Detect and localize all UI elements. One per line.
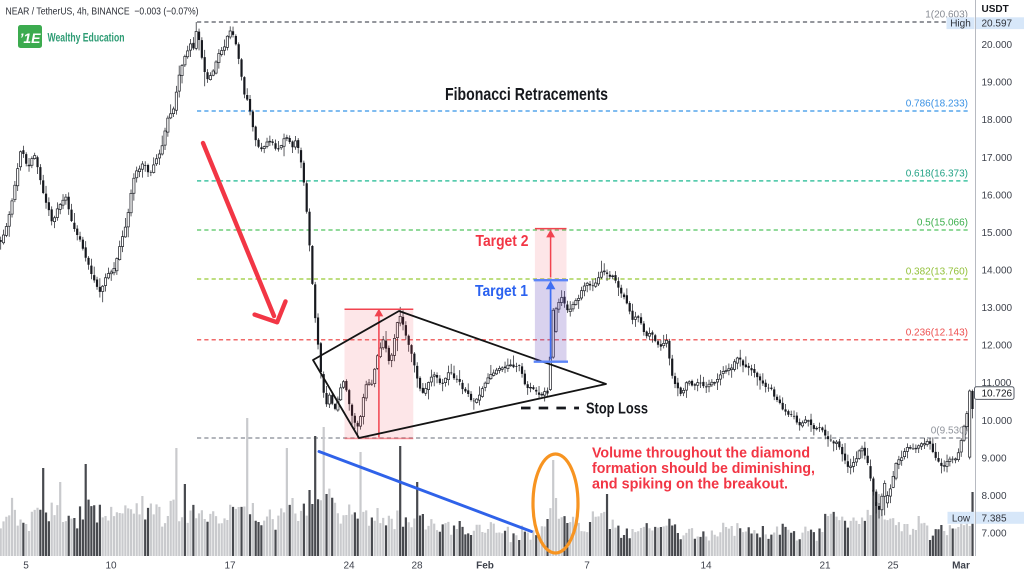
svg-text:0(9.530): 0(9.530) <box>931 425 968 436</box>
svg-text:Target 1: Target 1 <box>475 283 528 300</box>
svg-text:0.5(15.066): 0.5(15.066) <box>917 217 968 228</box>
svg-text:Target 2: Target 2 <box>476 233 529 250</box>
svg-text:25: 25 <box>887 561 899 572</box>
svg-text:5: 5 <box>23 561 29 572</box>
svg-text:10.726: 10.726 <box>982 389 1013 400</box>
svg-text:11.000: 11.000 <box>982 378 1012 389</box>
svg-text:Stop Loss: Stop Loss <box>586 401 648 418</box>
svg-text:0.618(16.373): 0.618(16.373) <box>906 168 968 179</box>
svg-text:20.000: 20.000 <box>982 40 1013 51</box>
svg-text:10: 10 <box>105 561 117 572</box>
svg-text:Mar: Mar <box>952 561 970 572</box>
svg-text:12.000: 12.000 <box>982 341 1013 352</box>
svg-text:15.000: 15.000 <box>982 228 1013 239</box>
svg-text:18.000: 18.000 <box>982 115 1013 126</box>
svg-text:17: 17 <box>224 561 236 572</box>
svg-text:Low: Low <box>952 513 971 524</box>
svg-text:7.385: 7.385 <box>982 513 1007 524</box>
svg-text:14.000: 14.000 <box>982 266 1013 277</box>
svg-text:7: 7 <box>584 561 590 572</box>
svg-text:and spiking on the breakout.: and spiking on the breakout. <box>592 476 788 493</box>
svg-text:10.000: 10.000 <box>982 416 1013 427</box>
svg-text:13.000: 13.000 <box>982 303 1013 314</box>
svg-text:Volume throughout the diamond: Volume throughout the diamond <box>592 445 810 462</box>
svg-text:19.000: 19.000 <box>982 78 1013 89</box>
svg-text:USDT: USDT <box>982 4 1009 15</box>
svg-text:14: 14 <box>700 561 712 572</box>
svg-text:24: 24 <box>343 561 355 572</box>
svg-text:9.000: 9.000 <box>982 453 1007 464</box>
svg-text:7.000: 7.000 <box>982 529 1007 540</box>
svg-text:1(20.603): 1(20.603) <box>925 9 968 20</box>
svg-text:20.597: 20.597 <box>982 19 1013 30</box>
svg-text:17.000: 17.000 <box>982 153 1013 164</box>
svg-text:8.000: 8.000 <box>982 491 1007 502</box>
svg-text:NEAR / TetherUS, 4h, BINANCE: NEAR / TetherUS, 4h, BINANCE −0.003 (−0.… <box>6 6 199 18</box>
svg-text:16.000: 16.000 <box>982 190 1013 201</box>
svg-text:0.382(13.760): 0.382(13.760) <box>906 267 968 278</box>
svg-text:0.236(12.143): 0.236(12.143) <box>906 327 968 338</box>
svg-text:Fibonacci Retracements: Fibonacci Retracements <box>445 84 608 104</box>
svg-text:Feb: Feb <box>476 561 494 572</box>
svg-text:’1E: ’1E <box>19 30 41 46</box>
svg-text:28: 28 <box>411 561 423 572</box>
svg-text:formation should be diminishin: formation should be diminishing, <box>592 460 815 477</box>
svg-text:0.786(18.233): 0.786(18.233) <box>906 98 968 109</box>
svg-text:High: High <box>950 19 971 30</box>
svg-text:21: 21 <box>819 561 831 572</box>
svg-text:Wealthy Education: Wealthy Education <box>48 31 125 45</box>
